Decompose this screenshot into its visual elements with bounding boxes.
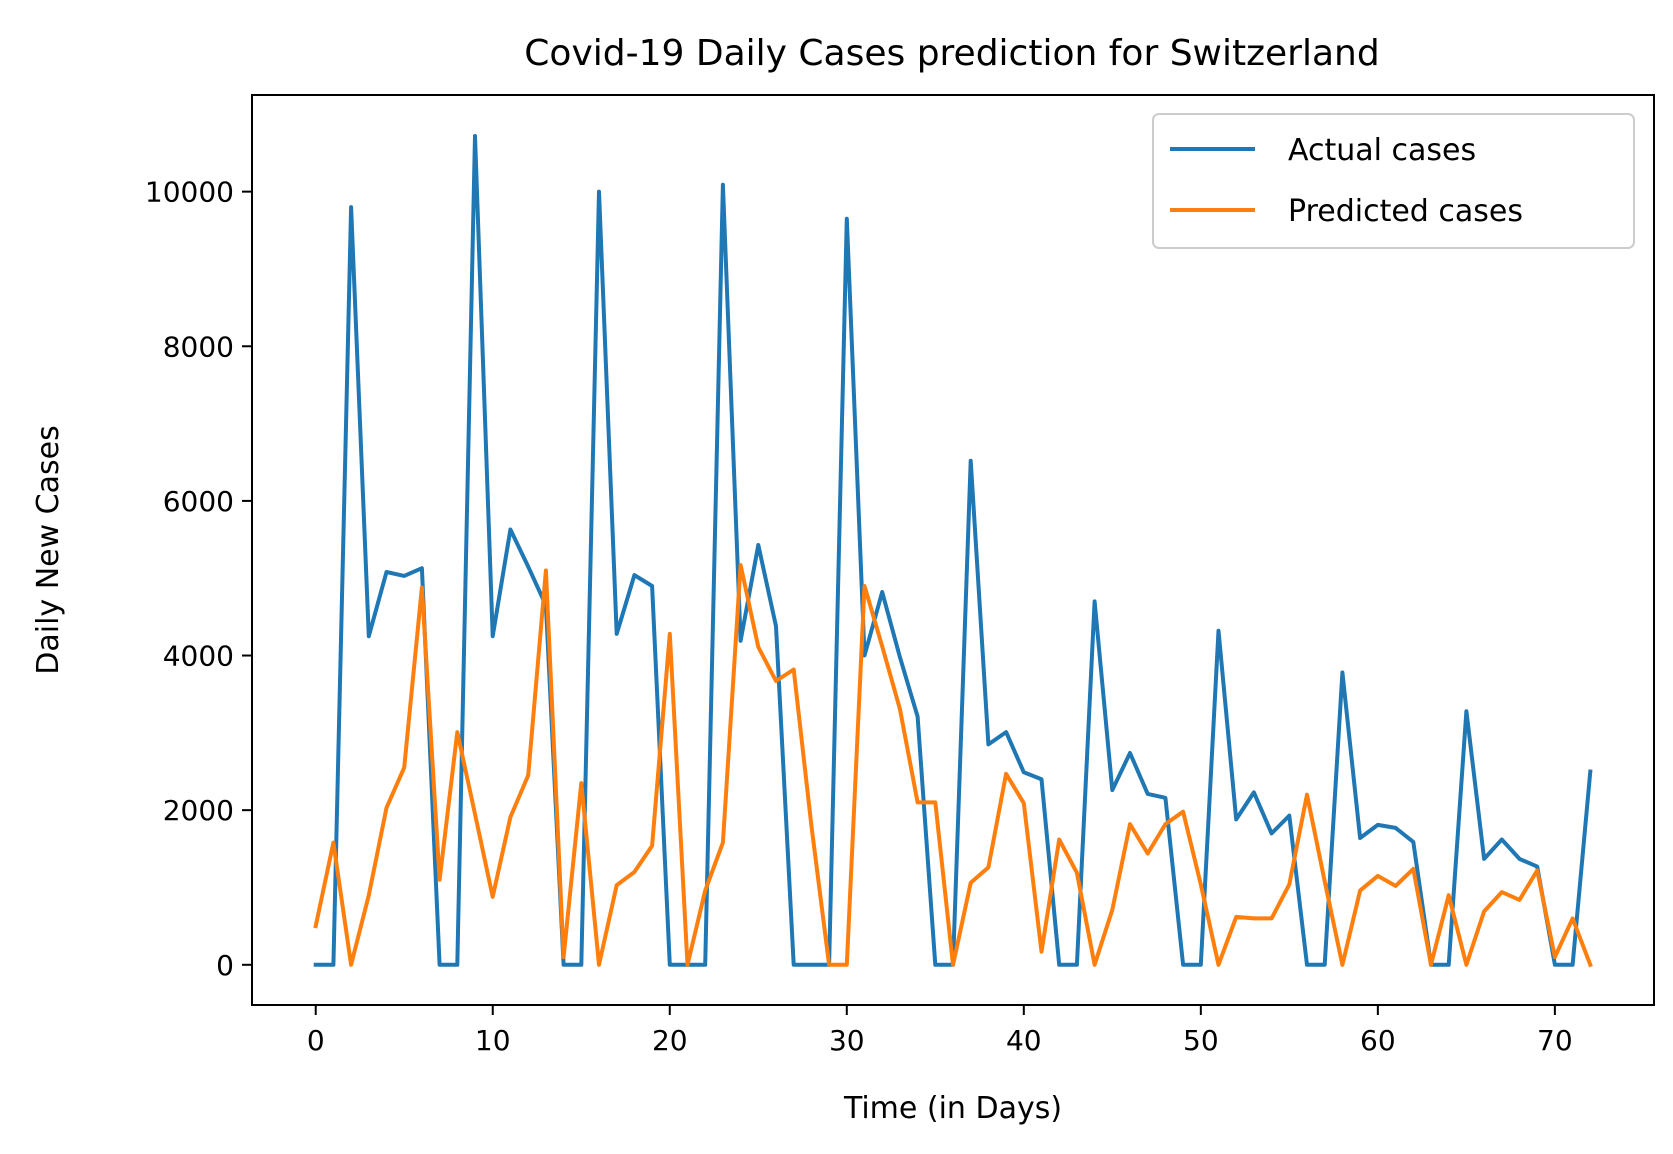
y-tick-label: 4000 bbox=[163, 640, 234, 673]
plot-frame bbox=[251, 94, 1655, 1006]
x-tick-label: 0 bbox=[307, 1024, 325, 1057]
legend-label-actual-cases: Actual cases bbox=[1288, 133, 1476, 168]
x-axis-label: Time (in Days) bbox=[843, 1091, 1062, 1126]
chart-title: Covid-19 Daily Cases prediction for Swit… bbox=[524, 33, 1379, 74]
legend-label-predicted-cases: Predicted cases bbox=[1288, 194, 1523, 229]
legend-box bbox=[1152, 113, 1635, 249]
y-tick-label: 6000 bbox=[163, 485, 234, 518]
y-tick-label: 0 bbox=[216, 949, 234, 982]
x-tick-label: 10 bbox=[475, 1024, 511, 1057]
x-tick-label: 70 bbox=[1537, 1024, 1573, 1057]
y-axis-ticks: 0 2000 4000 6000 8000 10000 bbox=[145, 176, 252, 982]
y-axis-label: Daily New Cases bbox=[31, 425, 66, 674]
x-tick-label: 50 bbox=[1183, 1024, 1219, 1057]
x-tick-label: 30 bbox=[829, 1024, 865, 1057]
series-line-predicted-cases bbox=[313, 563, 1593, 968]
x-axis-ticks: 0 10 20 30 40 50 60 70 bbox=[307, 1005, 1573, 1057]
series-lines bbox=[313, 134, 1593, 968]
y-tick-label: 8000 bbox=[163, 330, 234, 363]
x-tick-label: 40 bbox=[1006, 1024, 1042, 1057]
x-tick-label: 60 bbox=[1360, 1024, 1396, 1057]
legend: Actual cases Predicted cases bbox=[1152, 113, 1635, 249]
y-tick-label: 10000 bbox=[145, 176, 234, 209]
x-tick-label: 20 bbox=[652, 1024, 688, 1057]
y-tick-label: 2000 bbox=[163, 794, 234, 827]
plot-area bbox=[251, 94, 1655, 1006]
